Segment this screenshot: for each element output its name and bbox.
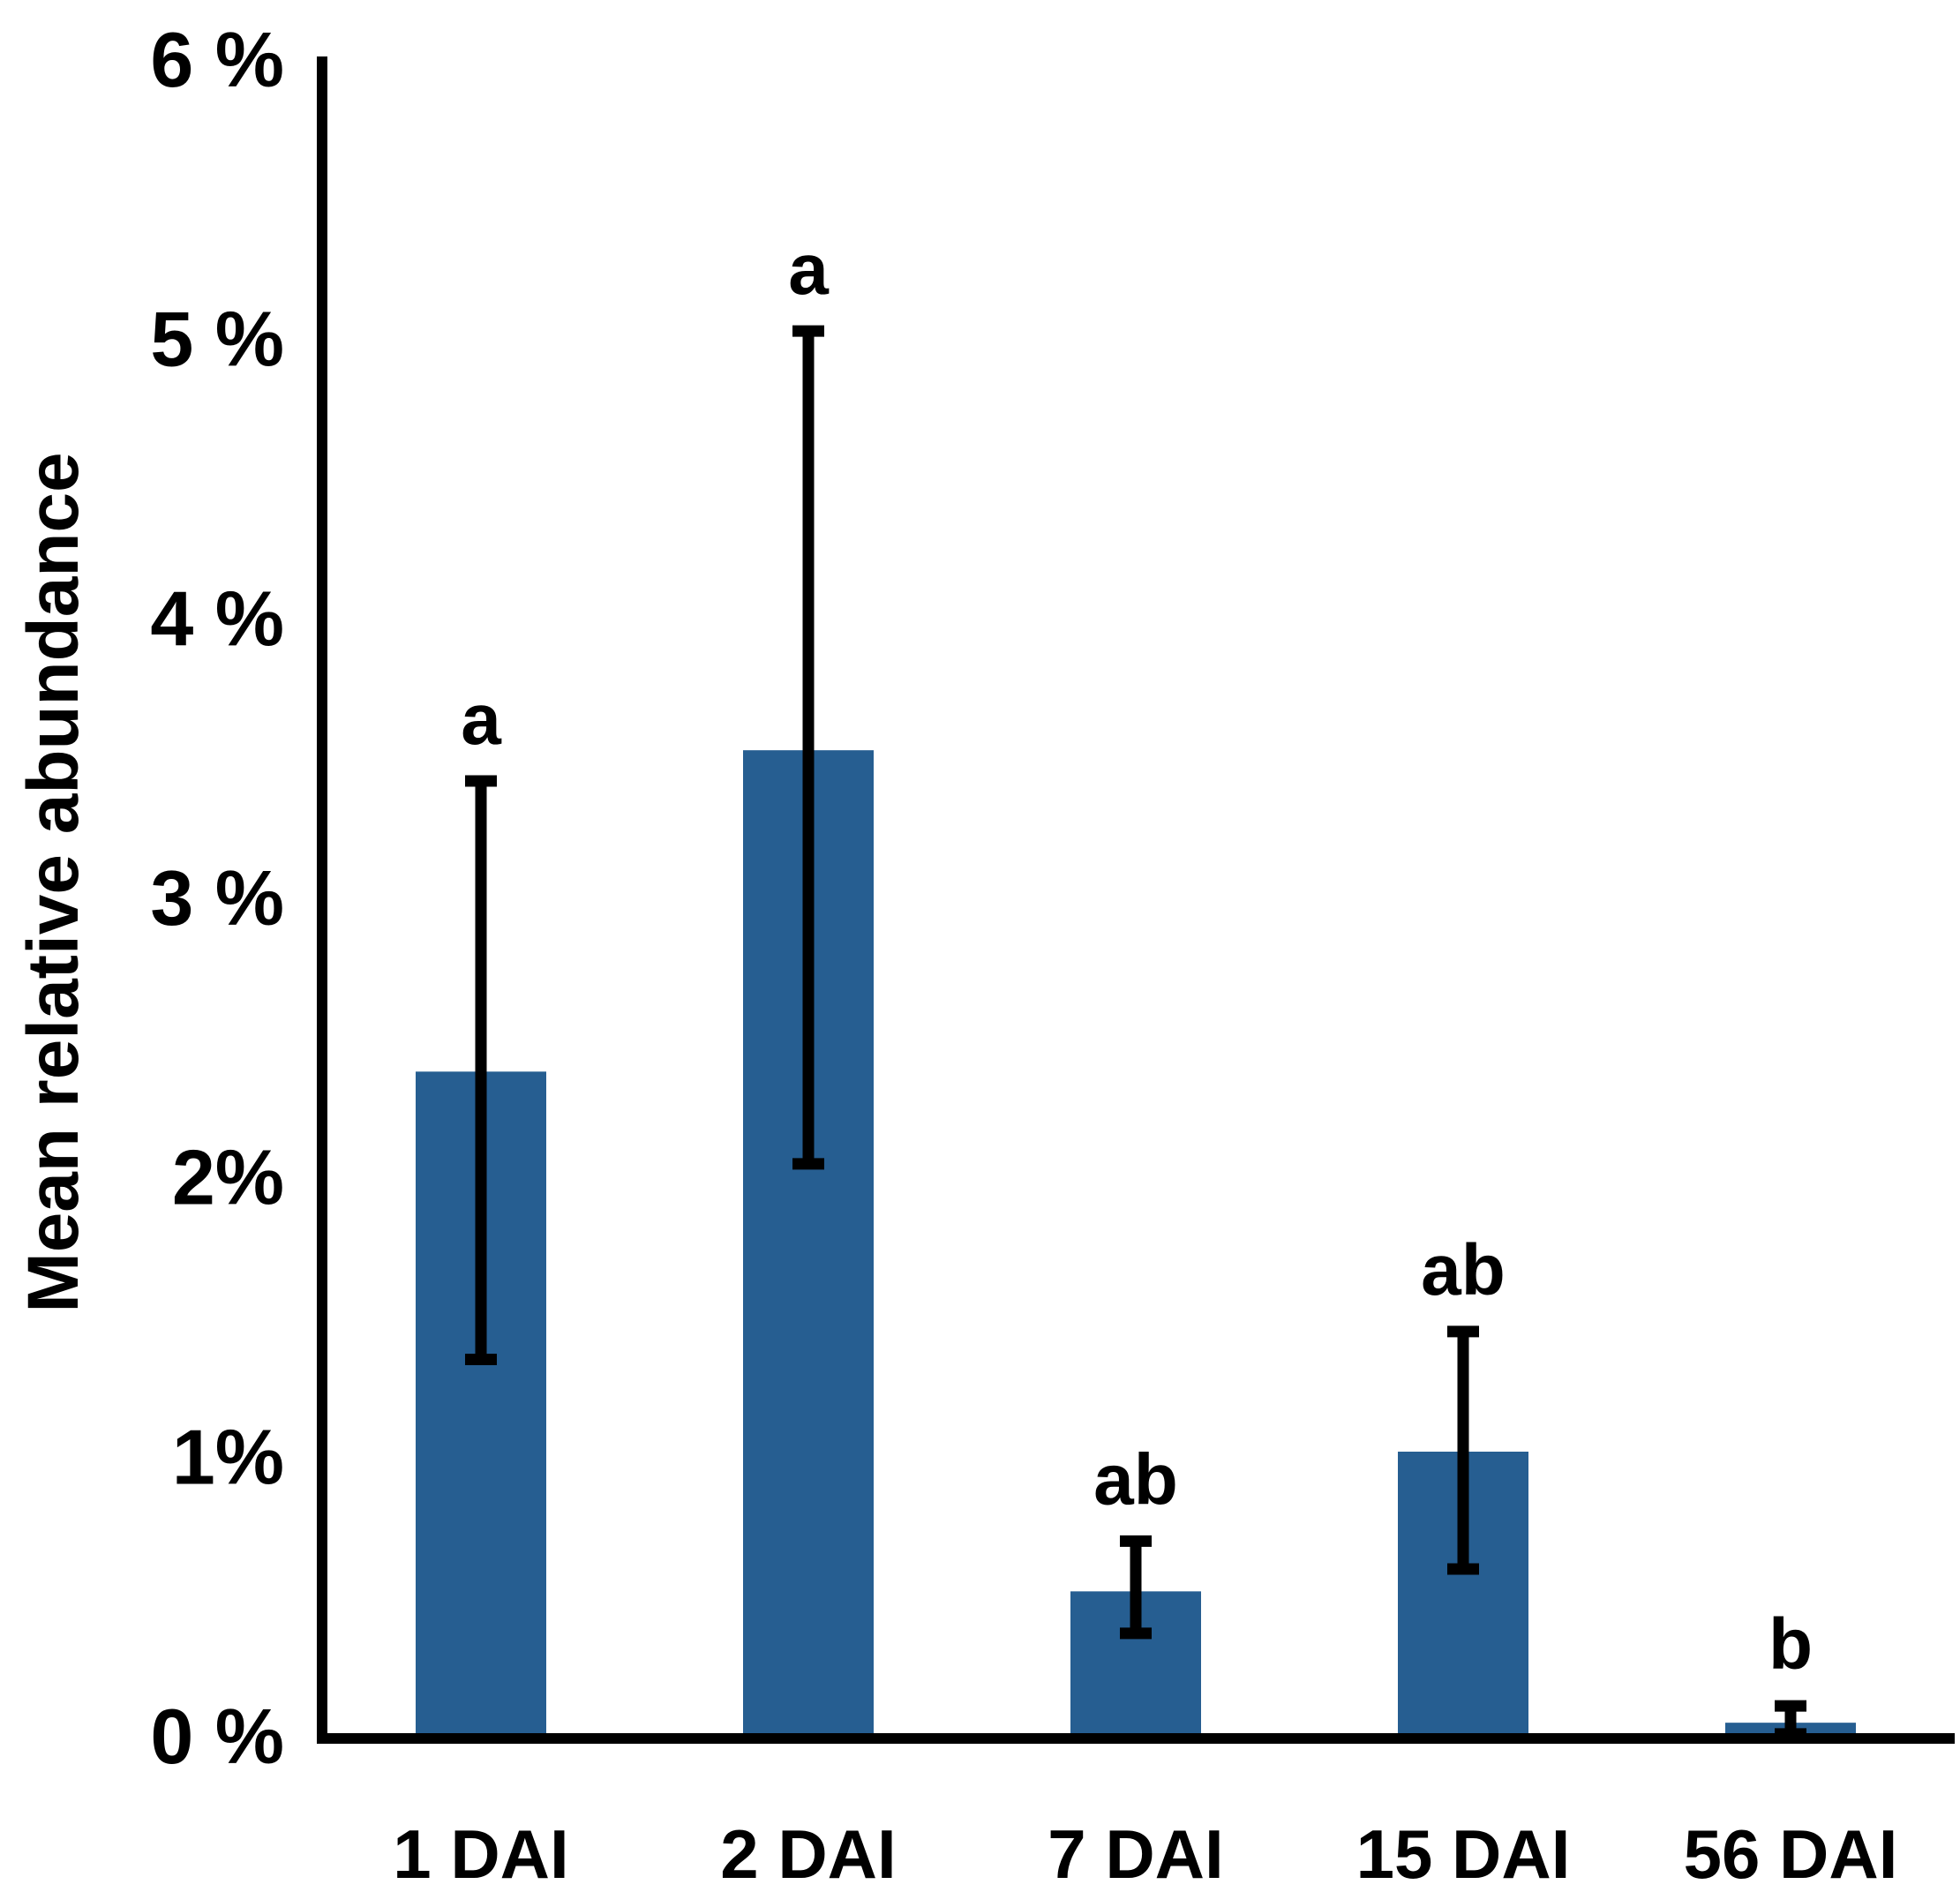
significance-letter: ab [1093,1439,1178,1520]
x-tick-label: 15 DAI [1356,1815,1571,1892]
x-tick-labels: 1 DAI 2 DAI 7 DAI 15 DAI 56 DAI [393,1815,1897,1892]
significance-letter: b [1769,1604,1813,1685]
significance-letter: ab [1421,1230,1506,1310]
y-tick-label: 5 % [150,296,284,383]
y-tick-label: 3 % [150,854,284,942]
significance-letter: a [461,679,502,760]
y-tick-label: 2% [172,1134,284,1221]
y-axis-title: Mean relative abundance [13,452,94,1312]
y-tick-labels: 0 % 1% 2% 3 % 4 % 5 % 6 % [150,16,284,1780]
significance-letter: a [788,229,830,310]
significance-labels: a a ab ab b [461,229,1813,1685]
x-tick-label: 1 DAI [393,1815,568,1892]
error-bars-layer [465,325,1806,1740]
y-tick-label: 1% [172,1413,284,1500]
x-tick-label: 7 DAI [1048,1815,1223,1892]
y-tick-label: 0 % [150,1693,284,1780]
y-tick-label: 4 % [150,574,284,662]
x-tick-label: 2 DAI [720,1815,896,1892]
y-tick-label: 6 % [150,16,284,103]
x-tick-label: 56 DAI [1684,1815,1898,1892]
